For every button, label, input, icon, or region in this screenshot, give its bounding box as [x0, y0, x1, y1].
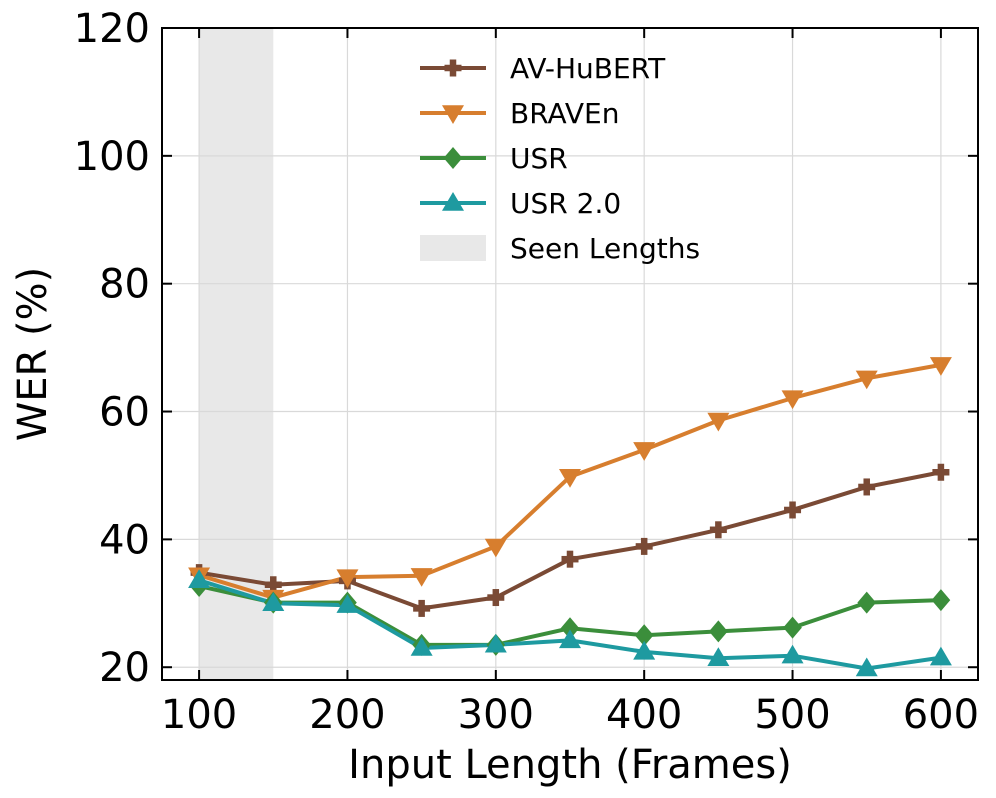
- data-point-usr: [560, 617, 580, 640]
- x-tick-label: 100: [161, 692, 237, 738]
- data-point-braven: [855, 370, 878, 390]
- series-markers: [188, 357, 952, 677]
- plot-background: [162, 28, 978, 680]
- data-point-usr-2-0: [410, 637, 433, 656]
- legend-label-av-hubert: AV-HuBERT: [510, 52, 666, 85]
- tick-labels: 100 200 300 400 500 600 20 40 60 80 100 120: [74, 6, 979, 738]
- y-tick-label: 60: [99, 390, 150, 436]
- legend-label-usr: USR: [510, 142, 568, 175]
- data-point-av-hubert-bar: [264, 581, 282, 589]
- data-point-av-hubert-bar: [635, 543, 653, 550]
- legend-swatch-seen-lengths: [420, 235, 486, 261]
- data-point-av-hubert-bar: [487, 594, 505, 601]
- x-tick-label: 300: [458, 692, 534, 738]
- data-point-av-hubert-bar: [413, 605, 431, 612]
- legend-label-usr-2-0: USR 2.0: [510, 187, 621, 220]
- x-tick-label: 200: [309, 692, 385, 738]
- legend-marker-braven: [442, 105, 464, 124]
- data-point-usr-2-0: [262, 592, 285, 611]
- y-axis-label: WER (%): [10, 267, 56, 442]
- data-point-av-hubert-bar: [561, 555, 579, 563]
- y-tick-label: 20: [99, 645, 150, 691]
- data-point-braven: [633, 442, 656, 461]
- y-tick-label: 100: [74, 134, 150, 180]
- data-point-usr-2-0: [633, 640, 656, 660]
- data-point-usr-2-0: [929, 646, 952, 666]
- data-point-braven: [336, 569, 359, 589]
- data-point-usr-2-0: [484, 633, 507, 653]
- data-point-usr: [783, 616, 802, 639]
- y-tick-label: 80: [99, 262, 150, 308]
- data-point-braven: [484, 538, 507, 558]
- data-point-usr-2-0: [559, 629, 581, 649]
- legend-marker-usr-2-0: [442, 192, 464, 211]
- legend-marker-usr: [443, 147, 463, 169]
- legend-marker-av-hubert-bar: [444, 64, 462, 72]
- y-tick-label: 120: [74, 6, 150, 52]
- data-point-usr: [634, 624, 654, 647]
- data-point-av-hubert-bar: [858, 483, 876, 491]
- legend-label-seen-lengths: Seen Lengths: [510, 232, 700, 265]
- axis-ticks: [162, 27, 978, 680]
- seen-lengths-region: [199, 28, 274, 680]
- data-point-usr-2-0: [855, 657, 878, 677]
- x-tick-label: 500: [754, 692, 830, 738]
- data-point-braven: [929, 357, 952, 376]
- y-tick-label: 40: [99, 517, 150, 563]
- x-tick-label: 600: [903, 692, 979, 738]
- plot-frame: [161, 27, 979, 681]
- data-point-usr-2-0: [336, 594, 359, 613]
- data-point-braven: [559, 469, 581, 488]
- data-point-av-hubert-bar: [709, 526, 727, 534]
- data-point-av-hubert-bar: [932, 469, 950, 476]
- data-point-braven: [781, 390, 804, 410]
- legend-label-braven: BRAVEn: [510, 97, 619, 130]
- data-point-usr-2-0: [707, 647, 730, 666]
- x-axis-label: Input Length (Frames): [348, 742, 792, 788]
- legend: AV-HuBERT BRAVEn USR USR 2.0 Seen Lengths: [420, 52, 700, 265]
- data-point-braven: [410, 568, 433, 587]
- data-point-av-hubert-bar: [784, 506, 802, 514]
- x-tick-label: 400: [606, 692, 682, 738]
- data-point-usr: [857, 591, 877, 614]
- data-point-usr-2-0: [188, 569, 211, 588]
- data-point-usr: [931, 589, 951, 612]
- data-point-braven: [707, 412, 730, 432]
- data-point-usr: [709, 620, 728, 643]
- data-point-usr-2-0: [781, 644, 804, 664]
